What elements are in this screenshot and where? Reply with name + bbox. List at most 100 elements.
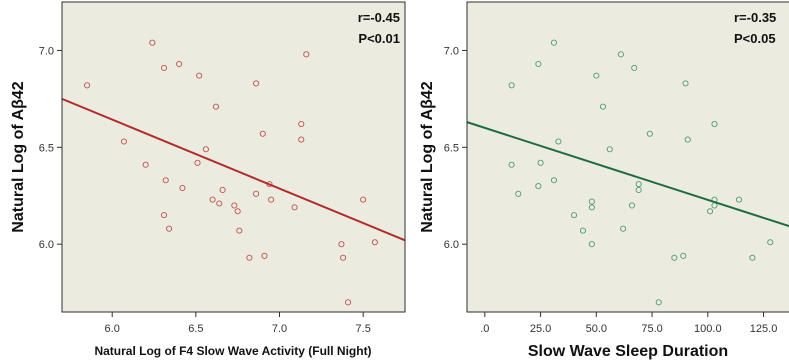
x-axis-title: Natural Log of F4 Slow Wave Activity (Fu… bbox=[94, 344, 371, 358]
data-point bbox=[345, 299, 352, 306]
data-point bbox=[298, 121, 305, 128]
data-point bbox=[234, 208, 241, 215]
data-point bbox=[617, 51, 624, 58]
data-point bbox=[535, 60, 542, 68]
x-tick-label: 7.0 bbox=[272, 323, 287, 335]
data-point bbox=[555, 138, 562, 145]
data-point bbox=[588, 198, 595, 205]
points bbox=[84, 39, 378, 306]
y-axis-title: Natural Log of Aβ42 bbox=[10, 81, 27, 233]
fit-line bbox=[61, 97, 406, 242]
data-point bbox=[682, 80, 689, 87]
data-point bbox=[749, 254, 756, 261]
x-axis-title: Slow Wave Sleep Duration bbox=[528, 343, 728, 360]
data-point bbox=[303, 51, 310, 58]
data-point bbox=[599, 103, 607, 110]
data-point bbox=[655, 299, 662, 306]
correlation-label: r=-0.45 bbox=[358, 10, 400, 25]
data-point bbox=[209, 196, 216, 203]
data-point bbox=[606, 146, 613, 153]
x-ticks: 6.0 6.5 7.0 7.5 bbox=[105, 312, 371, 335]
scatter-chart-swa: 6.0 6.5 7.0 7.5 6.0 6.5 7.0 r=-0.45 P<0.01 Na… bbox=[10, 1, 406, 358]
data-point bbox=[706, 208, 714, 215]
data-point bbox=[259, 130, 266, 137]
data-point bbox=[142, 161, 149, 168]
data-point bbox=[219, 186, 226, 193]
x-tick-label: 6.0 bbox=[105, 323, 120, 335]
data-point bbox=[196, 72, 203, 79]
x-tick-label: 125.0 bbox=[750, 323, 778, 335]
data-point bbox=[161, 64, 168, 71]
data-point bbox=[360, 196, 367, 203]
data-point bbox=[231, 202, 238, 209]
data-point bbox=[338, 241, 345, 248]
x-tick-label: .0 bbox=[480, 323, 489, 335]
data-point bbox=[268, 196, 275, 203]
x-tick-label: 7.5 bbox=[356, 323, 371, 335]
data-point bbox=[537, 159, 544, 166]
data-point bbox=[579, 227, 586, 234]
plot-frame bbox=[466, 1, 789, 313]
data-point bbox=[570, 212, 578, 219]
data-point bbox=[340, 254, 347, 261]
y-tick-label: 6.0 bbox=[39, 239, 54, 251]
fit-lines bbox=[61, 97, 406, 242]
y-axis-title: Natural Log of Aβ42 bbox=[419, 81, 436, 233]
y-ticks: 6.0 6.5 7.0 bbox=[39, 45, 62, 251]
x-tick-label: 6.5 bbox=[188, 323, 203, 335]
y-tick-label: 6.5 bbox=[444, 142, 459, 154]
y-tick-label: 7.0 bbox=[444, 45, 459, 57]
data-point bbox=[298, 136, 305, 143]
data-point bbox=[593, 72, 600, 79]
data-point bbox=[535, 183, 542, 190]
scatter-panel-sws: .0 25.0 50.0 75.0 100.0 125.0 6.0 6.5 7.0 r=-0.… bbox=[412, 0, 789, 362]
data-point bbox=[162, 177, 169, 184]
data-point bbox=[550, 177, 558, 184]
data-point bbox=[161, 212, 168, 219]
scatter-panel-swa: 6.0 6.5 7.0 7.5 6.0 6.5 7.0 r=-0.45 P<0.01 Na… bbox=[10, 1, 406, 358]
data-point bbox=[149, 39, 156, 46]
y-tick-label: 6.5 bbox=[39, 142, 54, 154]
data-point bbox=[84, 82, 91, 89]
data-point bbox=[120, 138, 127, 145]
scatter-chart-sws: .0 25.0 50.0 75.0 100.0 125.0 6.0 6.5 7.0 r=-0.… bbox=[419, 1, 789, 360]
data-point bbox=[671, 254, 678, 261]
data-point bbox=[236, 227, 243, 234]
data-point bbox=[588, 241, 595, 248]
data-point bbox=[179, 184, 186, 192]
data-point bbox=[246, 254, 253, 261]
data-point bbox=[628, 202, 636, 209]
x-tick-label: 50.0 bbox=[586, 323, 607, 335]
x-tick-label: 75.0 bbox=[641, 323, 662, 335]
fit-line bbox=[466, 121, 789, 228]
x-ticks: .0 25.0 50.0 75.0 100.0 125.0 bbox=[480, 312, 777, 335]
plot-area bbox=[467, 2, 789, 312]
y-tick-label: 6.0 bbox=[444, 239, 459, 251]
data-point bbox=[588, 204, 595, 211]
correlation-label: r=-0.35 bbox=[734, 10, 776, 25]
data-point bbox=[194, 159, 201, 166]
plot-area bbox=[62, 2, 405, 312]
data-point bbox=[508, 82, 515, 89]
y-ticks: 6.0 6.5 7.0 bbox=[444, 45, 467, 251]
data-point bbox=[767, 239, 774, 246]
data-point bbox=[176, 60, 183, 68]
data-point bbox=[515, 190, 522, 197]
data-point bbox=[371, 239, 378, 246]
data-point bbox=[550, 39, 558, 46]
data-point bbox=[735, 196, 743, 203]
data-point bbox=[620, 225, 627, 232]
p-value-label: P<0.01 bbox=[358, 31, 400, 46]
x-tick-label: 100.0 bbox=[694, 323, 722, 335]
data-point bbox=[684, 136, 691, 143]
data-point bbox=[680, 252, 687, 259]
data-point bbox=[166, 225, 173, 232]
data-point bbox=[711, 121, 718, 128]
data-point bbox=[508, 161, 515, 168]
x-tick-label: 25.0 bbox=[530, 323, 551, 335]
data-point bbox=[202, 146, 209, 153]
data-point bbox=[216, 200, 223, 207]
y-tick-label: 7.0 bbox=[39, 45, 54, 57]
points bbox=[508, 39, 774, 306]
data-point bbox=[253, 190, 260, 197]
